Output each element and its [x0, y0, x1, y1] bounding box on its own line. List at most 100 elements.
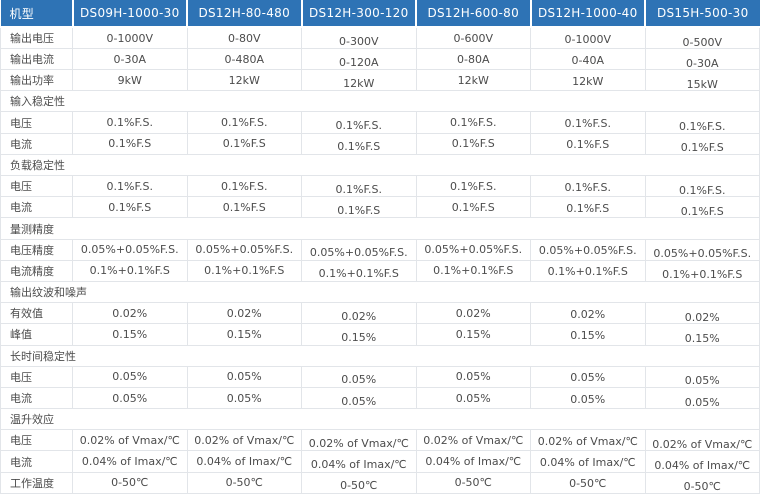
cell-value: 0.1%F.S. [450, 116, 497, 130]
cell-value: 0.1%F.S. [335, 119, 382, 133]
spec-cell: 0.04% of Imax/℃ [644, 450, 760, 473]
row-label: 电压精度 [0, 238, 73, 261]
row-label: 输出功率 [0, 69, 73, 92]
spec-cell: 0.05% [415, 365, 531, 388]
cell-value: 0.02% [341, 309, 377, 323]
cell-value: 0.02% [684, 310, 720, 324]
spec-cell: 12kW [186, 69, 302, 92]
cell-value: 0.1%F.S [222, 200, 266, 214]
cell-value: 0-50℃ [111, 476, 149, 490]
header-model-name: DS12H-300-120 [300, 0, 416, 29]
cell-value: 0.04% of Imax/℃ [654, 459, 751, 473]
spec-row: 电压精度 0.05%+0.05%F.S. 0.05%+0.05%F.S. 0.05%+… [0, 238, 760, 261]
spec-cell: 0.02% [186, 302, 302, 325]
cell-value: 0.05% [455, 370, 491, 384]
cell-value: 0.05% [112, 370, 148, 384]
table-header-row: 机型 DS09H-1000-30 DS12H-80-480 DS12H-300-120… [0, 0, 760, 29]
row-label: 电流精度 [0, 259, 73, 282]
spec-cell: 0.1%F.S [186, 196, 302, 219]
cell-value: 0.05%+0.05%F.S. [538, 244, 637, 258]
spec-cell: 0.15% [644, 323, 760, 346]
row-label: 峰值 [0, 323, 73, 346]
row-label: 电流 [0, 132, 73, 155]
spec-cell: 0.1%+0.1%F.S [186, 259, 302, 282]
cell-value: 0.1%+0.1%F.S [662, 268, 743, 282]
cell-value: 0.1%F.S [222, 137, 266, 151]
spec-cell: 0.1%+0.1%F.S [530, 259, 646, 282]
cell-value: 0.05% [684, 374, 720, 388]
header-model-name: DS15H-500-30 [644, 0, 760, 29]
spec-cell: 0.15% [186, 323, 302, 346]
spec-cell: 0-120A [301, 47, 417, 71]
cell-value: 0.1%F.S [566, 201, 610, 215]
cell-value: 0.05% [341, 394, 377, 408]
cell-value: 0.02% [112, 306, 148, 320]
cell-value: 0.04% of Imax/℃ [310, 458, 407, 472]
cell-value: 15kW [686, 77, 718, 91]
cell-value: 0.1%F.S. [106, 116, 153, 130]
spec-cell: 0-80V [186, 26, 302, 49]
cell-value: 0.1%F.S. [221, 179, 268, 193]
spec-cell: 0.1%+0.1%F.S [301, 259, 417, 282]
cell-value: 0.04% of Imax/℃ [196, 455, 293, 469]
row-label: 电压 [0, 111, 73, 134]
spec-cell: 0.05%+0.05%F.S. [186, 238, 302, 261]
cell-value: 0.1%F.S. [450, 179, 497, 193]
cell-value: 0.15% [112, 327, 148, 341]
spec-cell: 0.1%F.S [186, 132, 302, 155]
spec-cell: 12kW [530, 69, 646, 92]
cell-value: 0.1%F.S. [335, 182, 382, 196]
cell-value: 0.04% of Imax/℃ [425, 455, 522, 469]
section-label: 温升效应 [0, 408, 760, 431]
spec-row: 有效值 0.02% 0.02% 0.02% 0.02% 0.02% 0.02% [0, 302, 760, 325]
cell-value: 0-600V [453, 31, 494, 45]
cell-value: 0.05% [570, 371, 606, 385]
row-label: 电压 [0, 365, 73, 388]
header-model-name: DS12H-80-480 [186, 0, 302, 29]
spec-cell: 0.15% [415, 323, 531, 346]
spec-row: 输出功率 9kW 12kW 12kW 12kW 12kW 15kW [0, 69, 760, 92]
row-label: 输出电压 [0, 26, 73, 49]
spec-cell: 0.1%+0.1%F.S [644, 259, 760, 282]
cell-value: 0.1%F.S. [679, 183, 726, 197]
spec-cell: 0.02% [72, 302, 188, 325]
spec-cell: 0.05% [186, 386, 302, 410]
spec-cell: 0.05% [644, 365, 760, 388]
cell-value: 0.02% [570, 307, 606, 321]
row-label: 电压 [0, 429, 73, 452]
header-model-name: DS12H-1000-40 [529, 0, 645, 29]
cell-value: 12kW [457, 73, 489, 87]
cell-value: 0-40A [571, 53, 605, 67]
cell-value: 0.02% [226, 306, 262, 320]
cell-value: 0.04% of Imax/℃ [539, 456, 636, 470]
cell-value: 0.04% of Imax/℃ [81, 455, 178, 469]
cell-value: 0.02% of Vmax/℃ [79, 433, 180, 447]
cell-value: 0-500V [682, 35, 723, 49]
spec-cell: 0.1%F.S. [415, 111, 531, 134]
cell-value: 0.1%F.S [680, 204, 724, 218]
cell-value: 0-480A [224, 52, 265, 66]
cell-value: 0.02% [455, 306, 491, 320]
spec-cell: 0.02% [301, 302, 417, 325]
spec-cell: 0-80A [415, 47, 531, 71]
cell-value: 0.1%+0.1%F.S [89, 264, 170, 278]
cell-value: 0.05% [112, 391, 148, 405]
cell-value: 0.02% of Vmax/℃ [423, 433, 524, 447]
cell-value: 0.05%+0.05%F.S. [80, 243, 179, 257]
spec-cell: 0.1%F.S [644, 132, 760, 155]
cell-value: 0.1%F.S. [221, 116, 268, 130]
spec-cell: 0.02% of Vmax/℃ [644, 429, 760, 452]
spec-row: 电压 0.05% 0.05% 0.05% 0.05% 0.05% 0.05% [0, 365, 760, 388]
spec-cell: 0.1%F.S [644, 196, 760, 219]
spec-cell: 0.05% [301, 386, 417, 410]
spec-cell: 0.05%+0.05%F.S. [530, 238, 646, 261]
spec-cell: 0.1%F.S. [644, 175, 760, 198]
section-row: 输出纹波和噪声 [0, 280, 760, 304]
spec-cell: 0-50℃ [186, 471, 302, 494]
spec-cell: 0-50℃ [301, 471, 417, 494]
cell-value: 0.1%F.S [451, 137, 495, 151]
spec-cell: 0.02% [415, 302, 531, 325]
cell-value: 0.02% of Vmax/℃ [194, 433, 295, 447]
cell-value: 0-80V [228, 31, 261, 45]
